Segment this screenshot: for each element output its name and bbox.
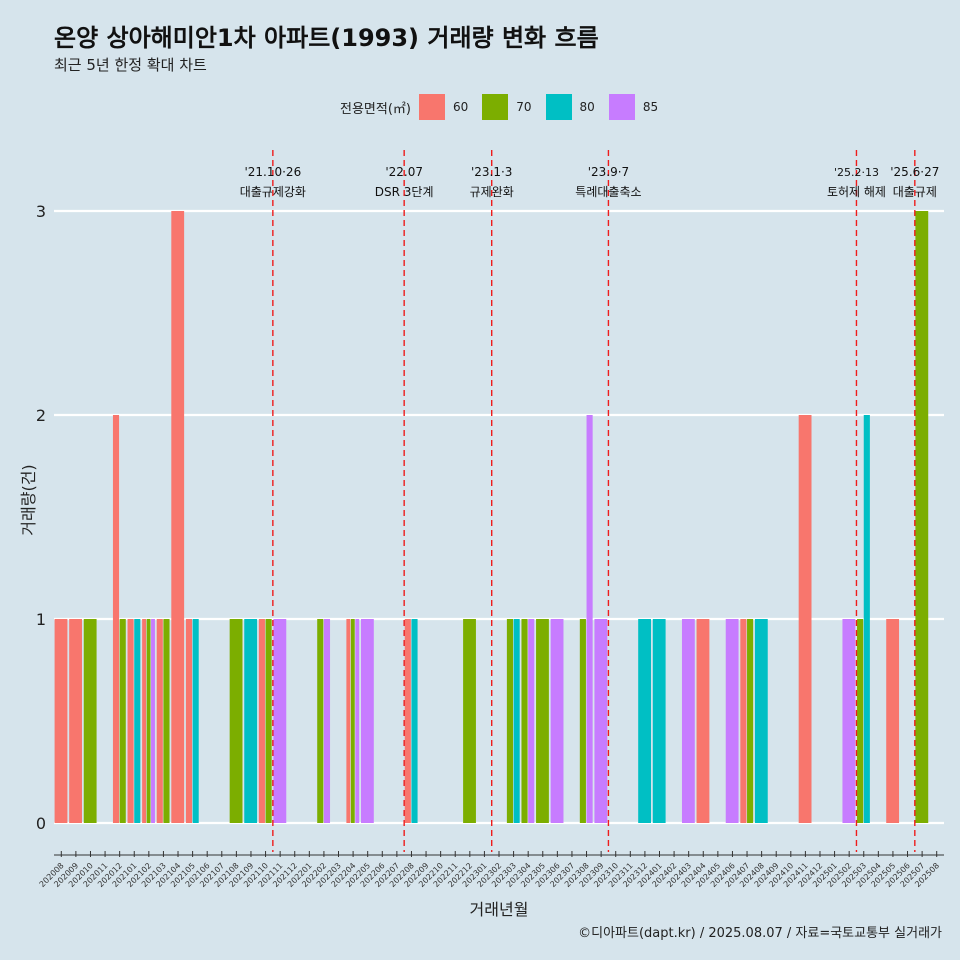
event-label-202502: 토허제 해제	[827, 185, 886, 199]
bar-202312-80	[638, 619, 652, 823]
bar-202110-60	[258, 619, 265, 823]
bar-202208-80	[411, 619, 418, 823]
y-tick-label: 3	[36, 202, 46, 221]
bar-202205-85	[360, 619, 374, 823]
bar-202212-70	[463, 619, 476, 823]
bar-202102-70	[146, 619, 151, 823]
legend-label-80: 80	[579, 100, 595, 114]
legend-title: 전용면적(㎡)	[340, 101, 411, 117]
event-date-202110: '21.10·26	[244, 165, 301, 179]
bar-202204-60	[346, 619, 351, 823]
bar-202008-60	[54, 619, 68, 823]
bar-202101-60	[127, 619, 134, 823]
bar-202507-70	[915, 211, 929, 823]
bar-202401-80	[652, 619, 666, 823]
bar-202407-70	[747, 619, 754, 823]
bar-202111-85	[273, 619, 287, 823]
bar-202411-60	[798, 415, 812, 823]
legend-item-60: 60	[418, 94, 474, 120]
chart-subtitle: 최근 5년 한정 확대 차트	[54, 56, 207, 74]
bar-202309-85	[594, 619, 608, 823]
legend-item-70: 70	[482, 94, 537, 120]
legend-item-80: 80	[545, 94, 601, 120]
bar-202101-80	[134, 619, 141, 823]
event-date-202502: '25.2·13	[834, 166, 879, 179]
bar-202304-85	[528, 619, 535, 823]
event-date-202506: '25.6·27	[890, 165, 939, 179]
event-label-202301: 규제완화	[470, 185, 514, 199]
bar-202105-80	[192, 619, 199, 823]
event-label-202110: 대출규제강화	[240, 185, 306, 199]
bar-202303-70	[506, 619, 513, 823]
legend-swatch-85	[608, 94, 635, 120]
bar-202304-70	[521, 619, 528, 823]
event-date-202207: '22.07	[385, 165, 423, 179]
legend-label-85: 85	[642, 100, 659, 114]
legend-swatch-80	[545, 94, 572, 120]
legend-label-60: 60	[452, 100, 469, 114]
bar-202202-70	[317, 619, 324, 823]
bar-202305-70	[536, 619, 549, 823]
bar-202303-80	[513, 619, 520, 823]
bar-202502-85	[842, 619, 856, 823]
x-axis-title: 거래년월	[470, 900, 529, 919]
source-caption: ©디아파트(dapt.kr) / 2025.08.07 / 자료=국토교통부 실…	[578, 926, 942, 941]
bar-202403-85	[681, 619, 695, 823]
bar-202208-60	[404, 619, 411, 823]
bar-202308-70	[579, 619, 586, 823]
bar-202110-70	[265, 619, 272, 823]
bar-202204-85	[355, 619, 360, 823]
y-tick-label: 0	[36, 814, 46, 833]
bar-202404-60	[696, 619, 710, 823]
legend: 전용면적(㎡) 60 70 80 85	[340, 93, 672, 121]
event-label-202309: 특례대출축소	[575, 185, 641, 199]
bar-202009-60	[69, 619, 82, 823]
event-label-202207: DSR 3단계	[375, 185, 434, 199]
bar-202102-60	[142, 619, 146, 823]
bar-202503-80	[863, 415, 870, 823]
bar-202408-80	[754, 619, 768, 823]
y-tick-label: 2	[36, 406, 46, 425]
event-date-202301: '23.1·3	[471, 165, 512, 179]
legend-swatch-70	[482, 94, 509, 120]
legend-label-70: 70	[516, 100, 532, 114]
y-axis-title: 거래량(건)	[19, 464, 38, 535]
bar-202308-85	[586, 415, 593, 823]
bar-202406-85	[725, 619, 739, 823]
bar-202102-85	[151, 619, 155, 823]
bar-202109-80	[244, 619, 258, 823]
bar-202407-60	[740, 619, 747, 823]
bar-202104-60	[171, 211, 185, 823]
bar-202103-60	[156, 619, 163, 823]
y-tick-label: 1	[36, 610, 46, 629]
bar-202505-60	[886, 619, 900, 823]
bar-202503-70	[857, 619, 864, 823]
bar-202012-60	[112, 415, 120, 823]
bar-202306-85	[550, 619, 564, 823]
bar-202108-70	[229, 619, 243, 823]
event-label-202506: 대출규제	[893, 185, 937, 199]
bar-202204-70	[350, 619, 355, 823]
bar-202010-70	[83, 619, 97, 823]
legend-item-85: 85	[608, 94, 664, 120]
bar-202103-70	[163, 619, 170, 823]
chart-title: 온양 상아해미안1차 아파트(1993) 거래량 변화 흐름	[54, 24, 599, 52]
bar-202012-70	[119, 619, 126, 823]
legend-swatch-60	[418, 94, 445, 120]
bar-202105-60	[185, 619, 193, 823]
bar-202202-85	[323, 619, 331, 823]
event-date-202309: '23.9·7	[588, 165, 629, 179]
